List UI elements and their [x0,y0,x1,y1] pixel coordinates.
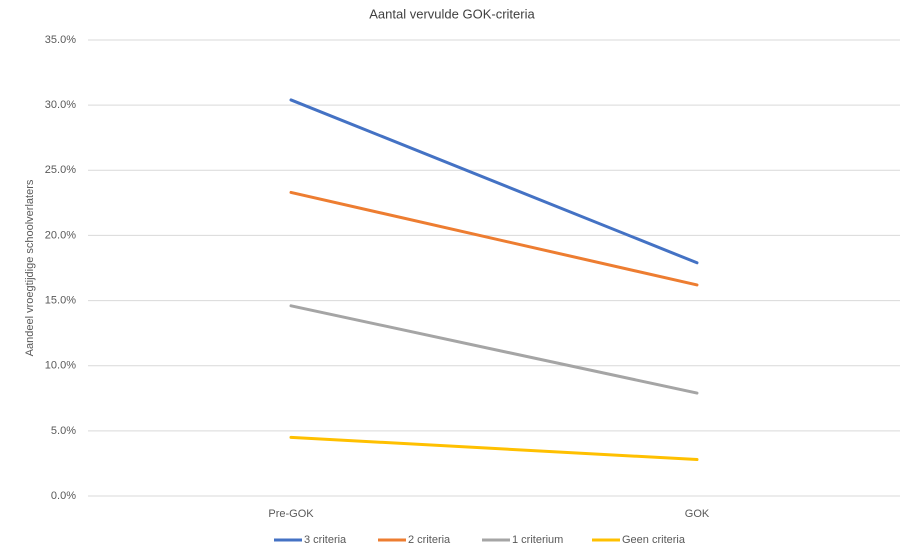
legend-label: 1 criterium [512,534,563,546]
legend-label: Geen criteria [622,534,686,546]
x-tick-label: Pre-GOK [268,508,314,520]
y-tick-label: 15.0% [45,294,76,306]
chart-title: Aantal vervulde GOK-criteria [369,6,535,21]
series-line [289,190,699,287]
y-axis-label: Aandeel vroegtijdige schoolverlaters [24,179,36,356]
series-line [289,98,699,265]
legend-label: 3 criteria [304,534,347,546]
y-tick-label: 5.0% [51,425,76,437]
legend-label: 2 criteria [408,534,451,546]
y-tick-label: 35.0% [45,34,76,46]
y-tick-label: 20.0% [45,229,76,241]
y-tick-label: 25.0% [45,164,76,176]
y-tick-label: 10.0% [45,360,76,372]
series-line [289,304,699,395]
series-line [289,435,699,462]
y-tick-label: 30.0% [45,99,76,111]
y-tick-label: 0.0% [51,490,76,502]
x-tick-label: GOK [685,508,710,520]
